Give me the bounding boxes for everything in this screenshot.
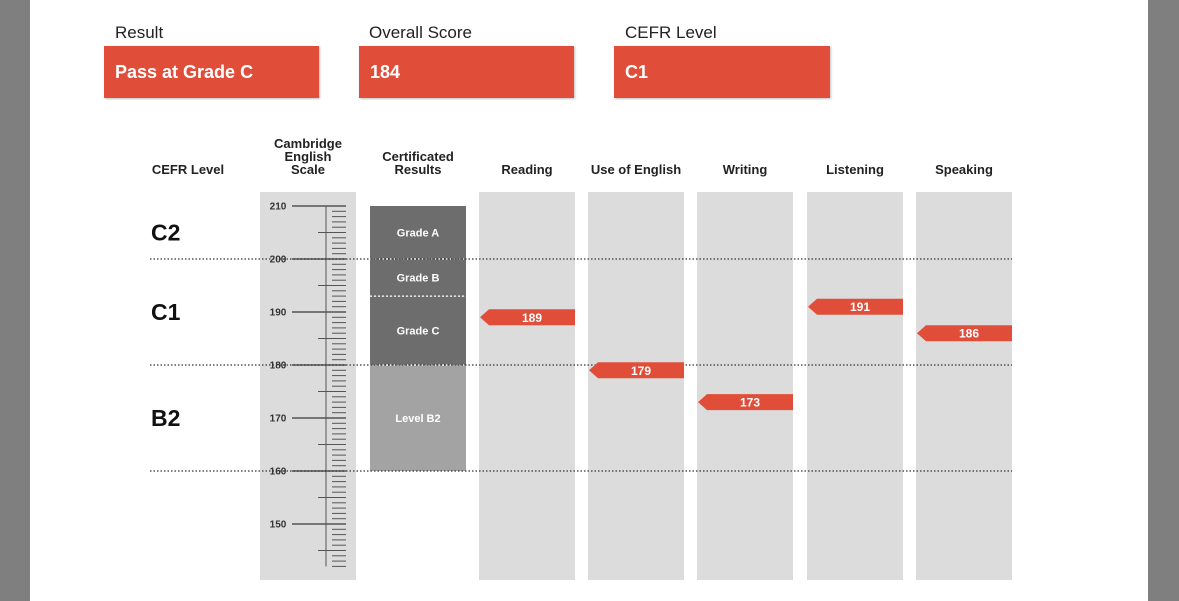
score-marker (917, 325, 1012, 342)
cefr-level-b2: B2 (151, 405, 180, 431)
skill-column (588, 192, 684, 580)
result-label: Result (115, 23, 164, 42)
skill-column (479, 192, 575, 580)
skill-column (807, 192, 903, 580)
score-chart: CEFR Level Cambridge English Scale Certifica… (150, 136, 1012, 580)
skill-header: Writing (723, 162, 768, 177)
scale-tick-label: 190 (270, 308, 287, 319)
skill-header: Use of English (591, 162, 681, 177)
score-value-reading: 189 (522, 311, 542, 325)
score-value-listening: 191 (850, 300, 870, 314)
score-value-use-of-english: 179 (631, 364, 651, 378)
cefr-level-c2: C2 (151, 220, 180, 246)
band-label: Grade C (397, 326, 440, 338)
score-value-speaking: 186 (959, 327, 979, 341)
scale-tick-label: 160 (270, 467, 287, 478)
skill-column (697, 192, 793, 580)
band-label: Grade A (397, 228, 439, 240)
result-box: Pass at Grade C (104, 46, 319, 98)
skill-header: Listening (826, 162, 884, 177)
band-grade-a (370, 206, 466, 259)
score-marker (480, 309, 575, 326)
score-value-writing: 173 (740, 396, 760, 410)
scale-tick-label: 200 (270, 255, 287, 266)
score-report: Result Pass at Grade C Overall Score 184… (30, 0, 1148, 601)
score-marker (698, 394, 793, 411)
cefr-level-header: CEFR Level (152, 162, 224, 177)
score-marker (589, 362, 684, 379)
score-marker (808, 298, 903, 315)
scale-tick-label: 150 (270, 520, 287, 531)
cefr-level-label: CEFR Level (625, 23, 717, 42)
band-grade-c (370, 296, 466, 365)
band-level-b2 (370, 365, 466, 471)
overall-score-box: 184 (359, 46, 574, 98)
overall-score-label: Overall Score (369, 23, 472, 42)
certificated-results-header: Certificated Results (382, 149, 454, 177)
scale-header: Cambridge English Scale (274, 136, 342, 177)
cefr-level-box: C1 (614, 46, 830, 98)
scale-tick-label: 170 (270, 414, 287, 425)
band-label: Grade B (397, 273, 440, 285)
band-grade-b (370, 259, 466, 297)
scale-tick-label: 180 (270, 361, 287, 372)
skill-header: Speaking (935, 162, 993, 177)
skill-column (916, 192, 1012, 580)
band-label: Level B2 (395, 413, 440, 425)
skill-header: Reading (501, 162, 552, 177)
cefr-level-c1: C1 (151, 299, 181, 325)
scale-tick-label: 210 (270, 202, 287, 213)
